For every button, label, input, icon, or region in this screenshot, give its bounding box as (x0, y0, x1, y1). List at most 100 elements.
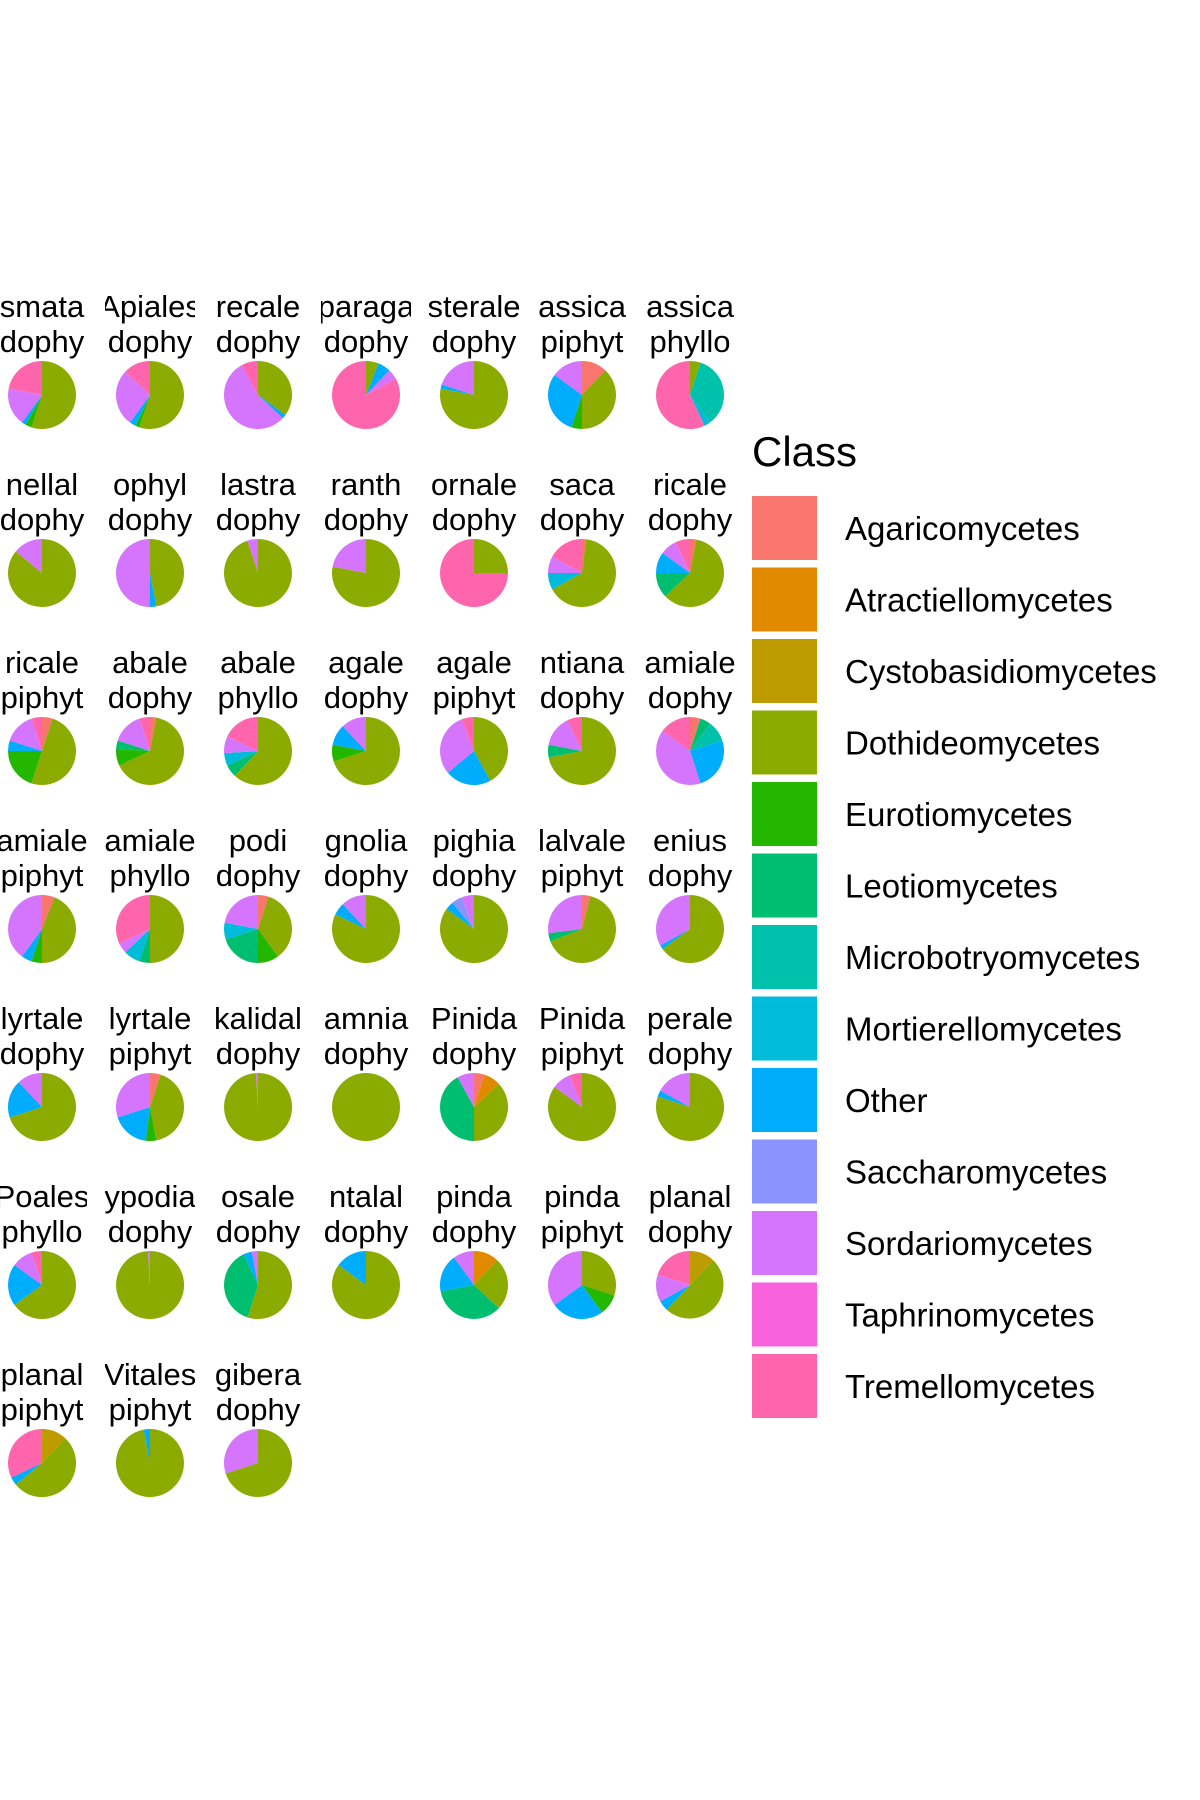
pie-slice-other (440, 384, 474, 395)
facet-label-lifestyle: dophy (648, 858, 733, 893)
pie-slice-agaricomycetes (690, 539, 697, 573)
facet-label-lifestyle: piphyt (1, 680, 84, 715)
pie-slice-other (547, 375, 582, 428)
pie-slice-dothideomycetes (439, 895, 508, 963)
pie-slice-sordariomycetes (18, 1073, 42, 1107)
pie-slice-agaricomycetes (582, 361, 606, 395)
pie-slice-other (11, 1463, 42, 1485)
pie-slice-leotiomycetes (440, 1285, 499, 1319)
pie-slice-agaricomycetes (582, 539, 587, 573)
pie-slice-tremellomycetes (8, 1429, 42, 1478)
facet-label-order: planal (649, 1179, 732, 1214)
legend-item: Saccharomycetes (752, 1139, 1107, 1204)
pie-slice-other (335, 904, 366, 929)
pie-slice-other (446, 902, 474, 929)
pie-slice-other (554, 1285, 602, 1319)
pie-slice-leotiomycetes (116, 740, 150, 751)
legend-label: Sordariomycetes (845, 1225, 1093, 1262)
pie-slice-sordariomycetes (224, 895, 258, 929)
pie-slice-tremellomycetes (675, 539, 690, 573)
legend-key-sordariomycetes (752, 1211, 817, 1275)
pie-slice-eurotiomycetes (145, 1107, 157, 1141)
legend-label: Atractiellomycetes (845, 582, 1113, 619)
facet-label-order: saca (549, 467, 615, 502)
pie-slice-dothideomycetes (258, 896, 293, 957)
facet-label-order: paraga (318, 289, 415, 324)
facet-label-lifestyle: dophy (108, 1214, 193, 1249)
pie-slice-other (130, 395, 150, 426)
pie-slice-dothideomycetes (548, 717, 616, 786)
legend-title: Class (752, 428, 857, 475)
pie-slice-sordariomycetes (223, 1429, 258, 1474)
pie-slice-other (22, 395, 42, 425)
facet-label-order: lyrtale (1, 1001, 84, 1036)
pie-slice-leotiomycetes (690, 718, 710, 751)
pie-slice-cystobasidiomycetes (690, 1251, 714, 1285)
pie-slice-agaricomycetes (150, 1073, 161, 1107)
pie-slice-sordariomycetes (457, 1073, 474, 1107)
pie-slice-sordariomycetes (342, 717, 366, 751)
pie-slice-sordariomycetes (554, 1075, 582, 1107)
facet-label-lifestyle: dophy (432, 324, 517, 359)
pie-slice-sordariomycetes (147, 1251, 150, 1285)
pie-slice-agaricomycetes (42, 717, 53, 751)
facet-label-lifestyle: dophy (432, 1036, 517, 1071)
pie-slice-dothideomycetes (582, 1251, 617, 1296)
pie-slice-other (150, 573, 157, 607)
pie-slice-dothideomycetes (550, 896, 617, 964)
legend-label: Microbotryomycetes (845, 939, 1140, 976)
pie-slice-sordariomycetes (342, 895, 366, 929)
pie-slice-other (439, 1257, 474, 1292)
pie-slice-sordariomycetes (255, 1073, 258, 1107)
facet-label-order: amiale (0, 823, 88, 858)
pie-slice-sordariomycetes (454, 1251, 474, 1285)
pie-slice-agaricomycetes (258, 895, 269, 929)
pie-slice-eurotiomycetes (7, 751, 43, 784)
facet-label-lifestyle: dophy (216, 324, 301, 359)
pie-slice-dothideomycetes (332, 1073, 400, 1141)
legend-label: Dothideomycetes (845, 725, 1100, 762)
facet-label-order: ntalal (329, 1179, 403, 1214)
facet-label-order: ranth (331, 467, 402, 502)
facet-label-lifestyle: dophy (324, 680, 409, 715)
pie-slice-sordariomycetes (366, 370, 396, 395)
pie-slice-dothideomycetes (690, 361, 701, 395)
pie-slice-leotiomycetes (548, 929, 582, 942)
pie-slice-dothideomycetes (31, 718, 76, 785)
pie-slice-mortierellomycetes (548, 573, 582, 590)
facet-label-lifestyle: phyllo (218, 680, 299, 715)
pie-slice-sordariomycetes (116, 371, 150, 423)
legend-label: Taphrinomycetes (845, 1297, 1094, 1334)
pie-slice-mortierellomycetes (223, 922, 258, 940)
pie-slice-other (657, 1090, 690, 1107)
legend-key-agaricomycetes (752, 496, 817, 560)
legend-key-mortierellomycetes (752, 996, 817, 1061)
pie-slice-sordariomycetes (7, 388, 42, 423)
pie-slice-dothideomycetes (14, 1251, 76, 1319)
facet-label-order: Apiales (99, 289, 201, 324)
facet-label-order: ypodia (104, 1179, 196, 1214)
facet-label-lifestyle: dophy (108, 680, 193, 715)
pie-slice-sordariomycetes (8, 895, 43, 957)
facet-label-order: osale (221, 1179, 295, 1214)
pie-slice-atractiellomycetes (474, 1074, 499, 1107)
pie-slice-sordariomycetes (461, 895, 474, 929)
pie-slice-sordariomycetes (548, 1251, 582, 1305)
pie-slice-sordariomycetes (662, 542, 690, 573)
pie-slice-other (660, 929, 690, 949)
legend-item: Eurotiomycetes (752, 782, 1072, 846)
pie-slice-dothideomycetes (234, 716, 293, 785)
pie-slice-sordariomycetes (117, 718, 150, 751)
facet-label-order: kalidal (214, 1001, 302, 1036)
